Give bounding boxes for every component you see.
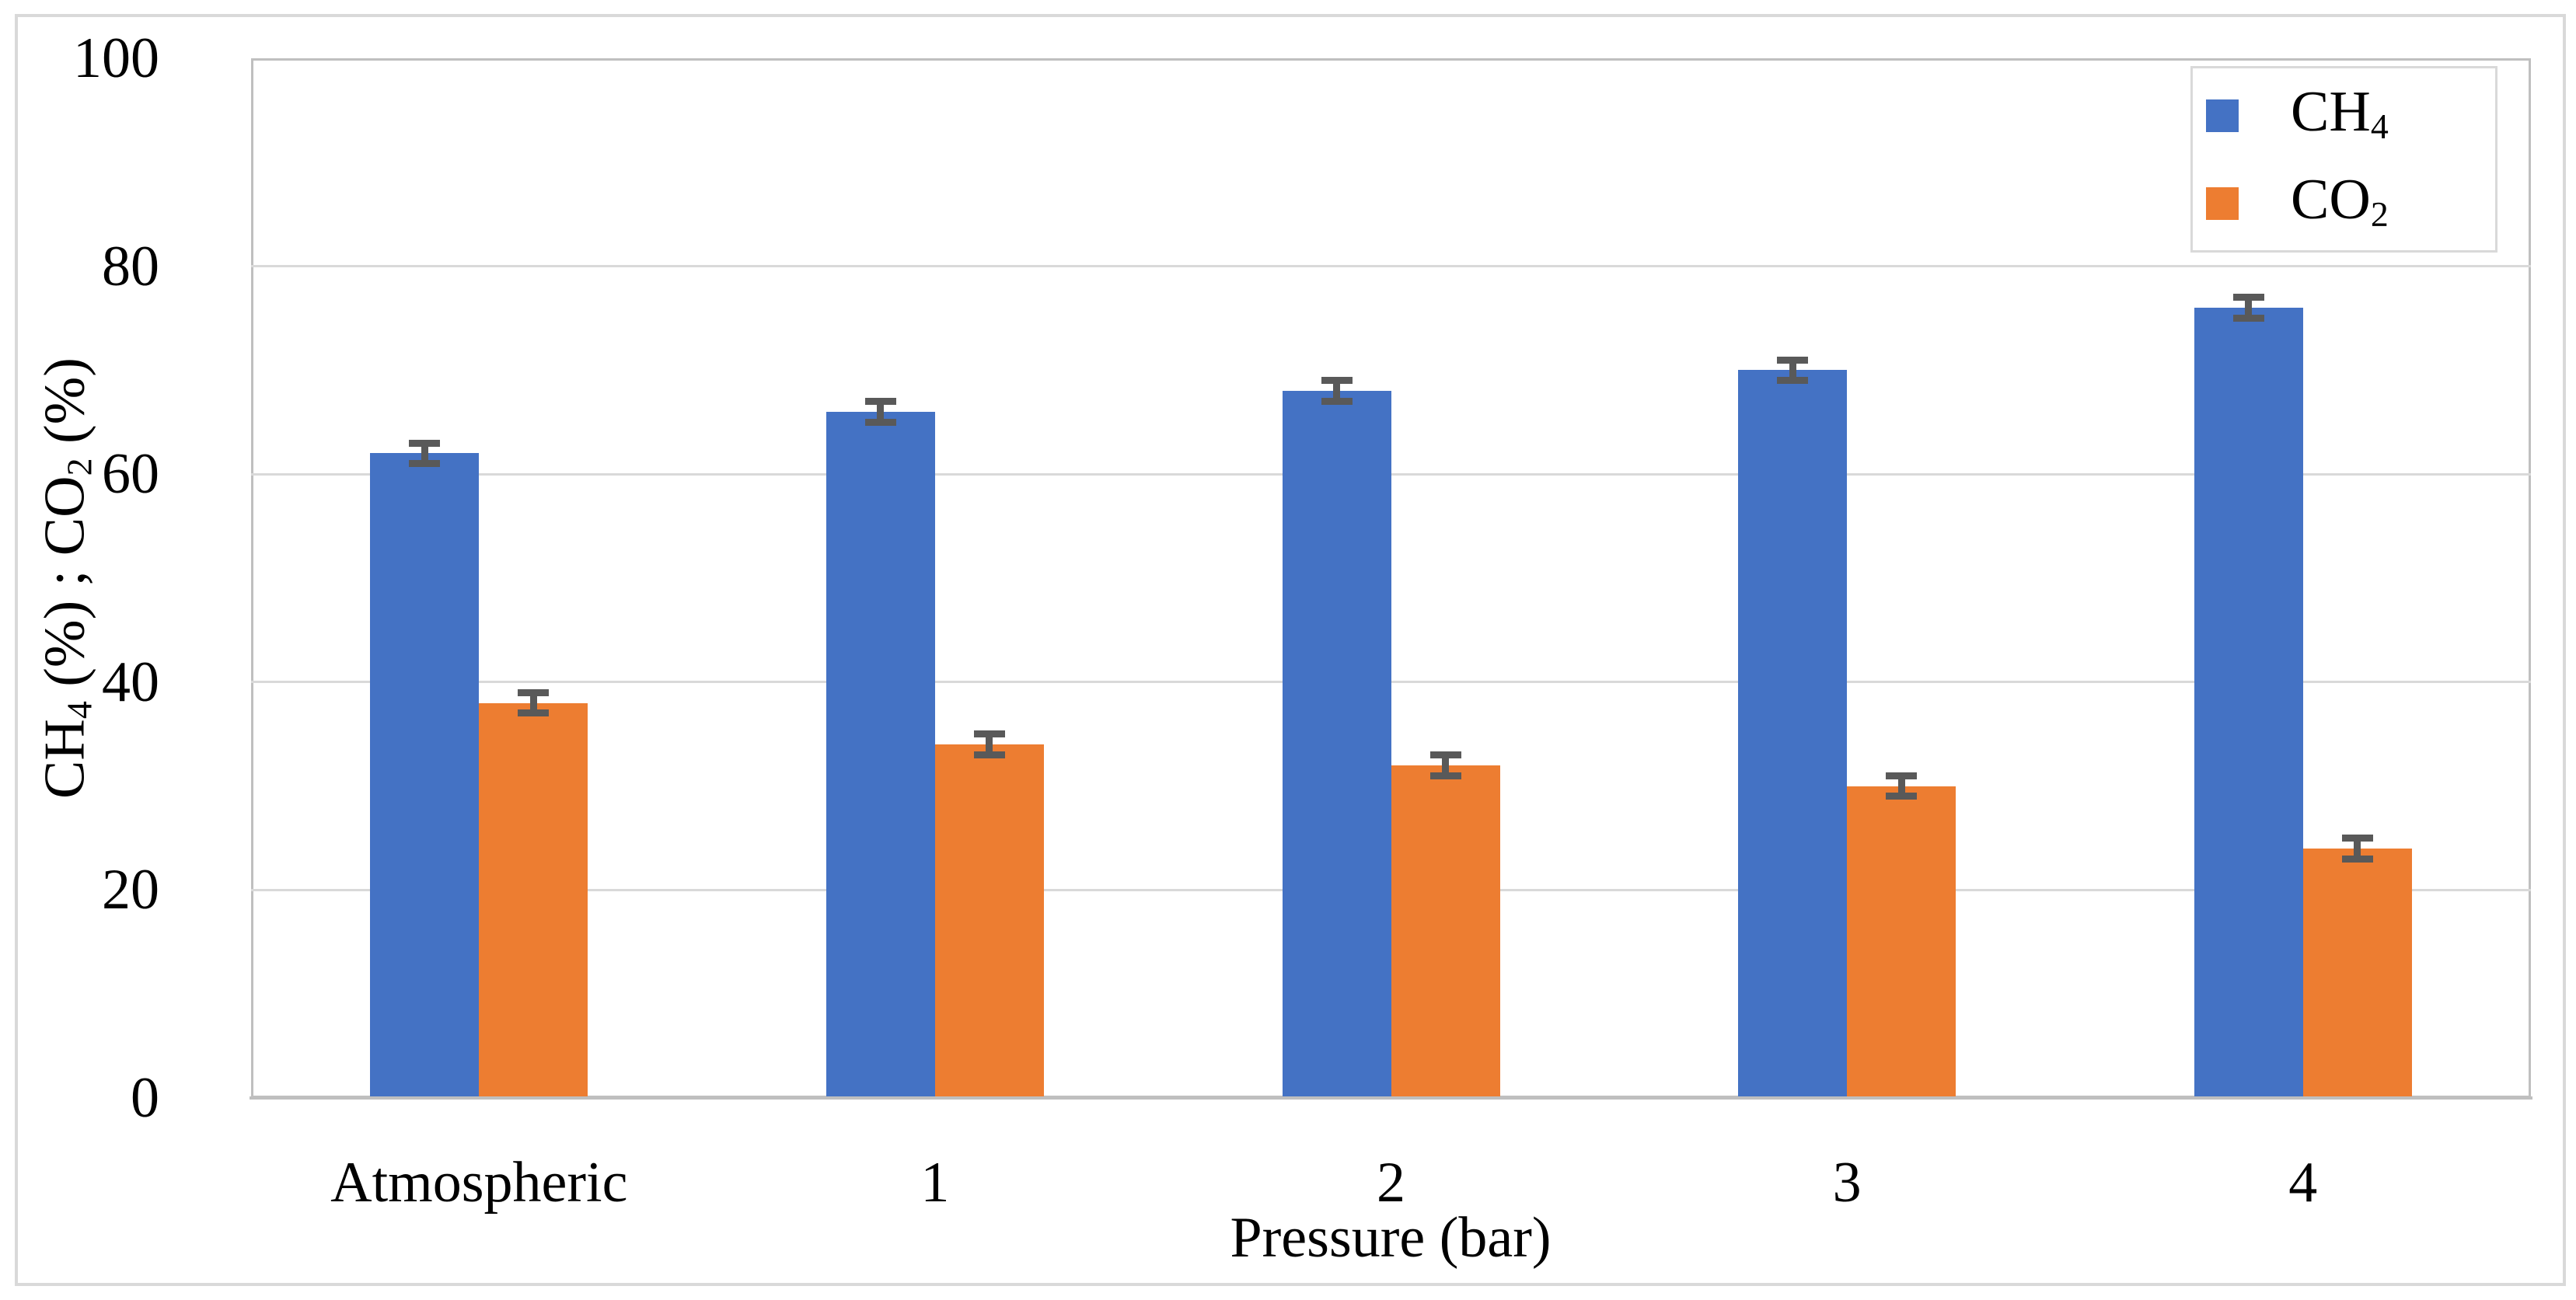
bar-ch4-1 <box>826 411 935 1098</box>
error-bar-cap <box>973 730 1005 738</box>
x-category-label: 3 <box>1832 1151 1862 1215</box>
error-bar-line <box>2245 297 2253 319</box>
error-bar-cap <box>1777 377 1809 385</box>
error-bar-line <box>529 692 537 713</box>
error-bar-cap <box>864 398 896 406</box>
x-axis-line <box>250 1096 2532 1100</box>
x-category-label: Atmospheric <box>330 1151 628 1215</box>
y-tick-label: 60 <box>102 442 159 507</box>
error-bar-cap <box>2341 835 2373 842</box>
subscript-text: 4 <box>59 701 99 720</box>
bar-ch4-3 <box>1738 370 1848 1098</box>
bar-co2-1 <box>934 744 1044 1098</box>
y-axis-title: CH4 (%) ; CO2 (%) <box>33 357 104 799</box>
subscript-text: 2 <box>2370 194 2389 235</box>
error-bar-line <box>1442 755 1449 776</box>
legend: CH4 CO2 <box>2190 66 2497 253</box>
text-run: (%) ; CO <box>33 476 97 702</box>
error-bar-cap <box>2232 294 2264 301</box>
error-bar-cap <box>2232 315 2264 322</box>
error-bar-cap <box>409 439 441 447</box>
error-bar-cap <box>864 418 896 426</box>
y-tick-label: 100 <box>73 26 159 90</box>
error-bar-cap <box>1886 772 1918 779</box>
legend-label-ch4: CH4 <box>2291 81 2389 150</box>
legend-label-co2: CO2 <box>2291 169 2389 238</box>
legend-swatch-ch4 <box>2206 99 2239 132</box>
x-category-label: 4 <box>2288 1151 2318 1215</box>
error-bar-cap <box>518 688 550 696</box>
figure-border <box>15 14 2566 1286</box>
error-bar-line <box>986 734 993 755</box>
gridline <box>251 472 2531 476</box>
subscript-text: 2 <box>59 458 99 476</box>
error-bar-line <box>1333 380 1340 402</box>
error-bar-line <box>2354 838 2361 859</box>
error-bar-cap <box>1429 772 1461 779</box>
y-tick-label: 80 <box>102 234 159 298</box>
text-run: CH <box>2291 80 2371 144</box>
bar-co2-2 <box>1391 765 1500 1098</box>
error-bar-line <box>421 443 428 464</box>
error-bar-cap <box>1321 377 1353 385</box>
text-run: (%) <box>33 357 97 458</box>
subscript-text: 4 <box>2370 106 2389 147</box>
x-axis-title: Pressure (bar) <box>1230 1206 1552 1270</box>
error-bar-line <box>1897 775 1905 796</box>
legend-item-ch4: CH4 <box>2193 71 2495 159</box>
x-category-label: 1 <box>920 1151 950 1215</box>
y-tick-label: 20 <box>102 858 159 922</box>
gridline <box>251 265 2531 268</box>
error-bar-cap <box>409 460 441 468</box>
bar-co2-4 <box>2302 848 2412 1098</box>
y-tick-label: 40 <box>102 650 159 714</box>
legend-swatch-co2 <box>2206 186 2239 220</box>
gridline <box>251 681 2531 684</box>
error-bar-cap <box>2341 855 2373 863</box>
legend-item-co2: CO2 <box>2193 159 2495 247</box>
text-run: CO <box>2291 168 2371 232</box>
bar-co2-0 <box>479 702 588 1098</box>
error-bar-cap <box>1429 751 1461 758</box>
text-run: CH <box>33 719 97 799</box>
error-bar-line <box>1789 360 1796 381</box>
bar-ch4-0 <box>370 453 480 1098</box>
x-category-label: 2 <box>1377 1151 1405 1215</box>
error-bar-cap <box>1321 398 1353 406</box>
y-tick-label: 0 <box>131 1066 159 1130</box>
error-bar-cap <box>1886 793 1918 800</box>
bar-co2-3 <box>1847 786 1956 1098</box>
error-bar-cap <box>518 709 550 717</box>
error-bar-cap <box>1777 356 1809 364</box>
bar-ch4-4 <box>2194 308 2303 1098</box>
bar-ch4-2 <box>1282 391 1391 1098</box>
error-bar-cap <box>973 751 1005 758</box>
error-bar-line <box>877 401 885 423</box>
